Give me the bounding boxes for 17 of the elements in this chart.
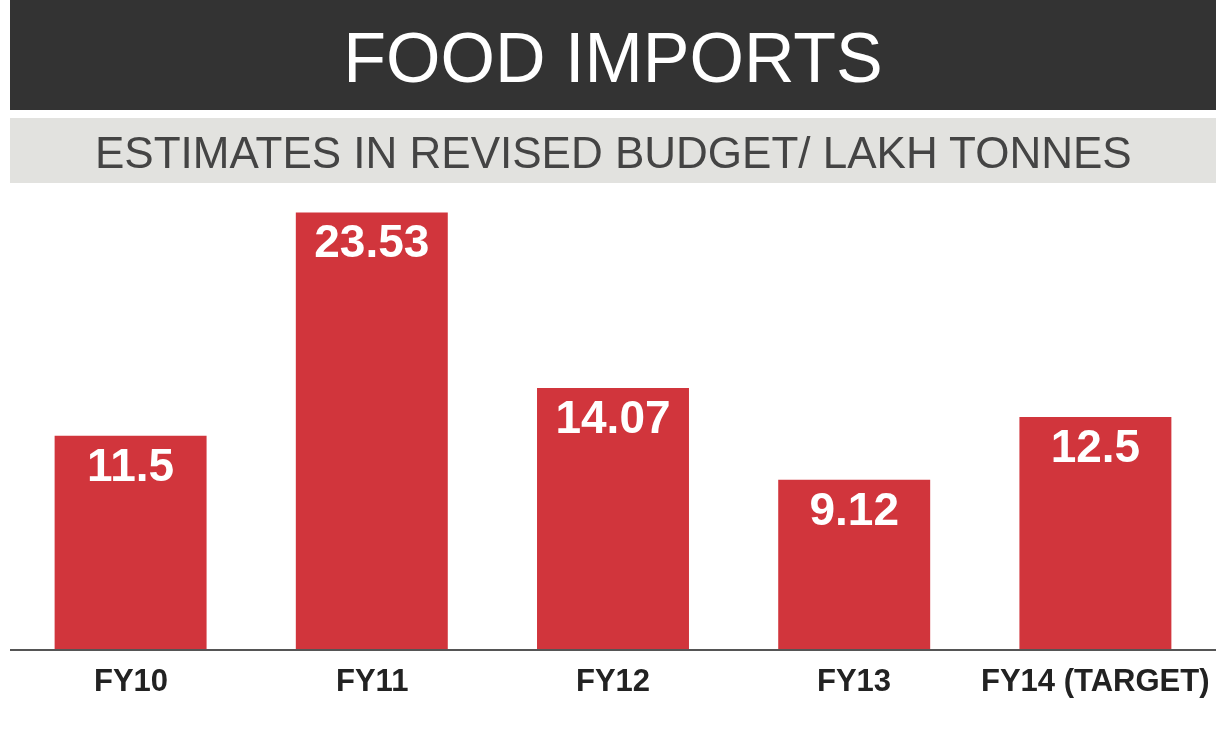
- x-tick-label: FY11: [336, 663, 409, 698]
- x-tick-label: FY14 (TARGET): [981, 663, 1210, 698]
- data-label: 14.07: [555, 390, 671, 443]
- x-tick-label: FY10: [94, 663, 169, 698]
- data-label: 11.5: [87, 438, 175, 491]
- bar: [295, 212, 448, 649]
- bar: [54, 435, 207, 649]
- bar: [1019, 417, 1172, 649]
- bar: [778, 479, 931, 649]
- chart-subtitle: ESTIMATES IN REVISED BUDGET/ LAKH TONNES: [95, 128, 1132, 177]
- x-tick-label: FY13: [817, 663, 892, 698]
- x-tick-label: FY12: [576, 663, 651, 698]
- data-label: 9.12: [809, 482, 899, 535]
- data-label: 12.5: [1050, 420, 1141, 473]
- bar: [537, 387, 689, 649]
- chart-title: FOOD IMPORTS: [343, 18, 883, 97]
- data-label: 23.53: [314, 215, 430, 268]
